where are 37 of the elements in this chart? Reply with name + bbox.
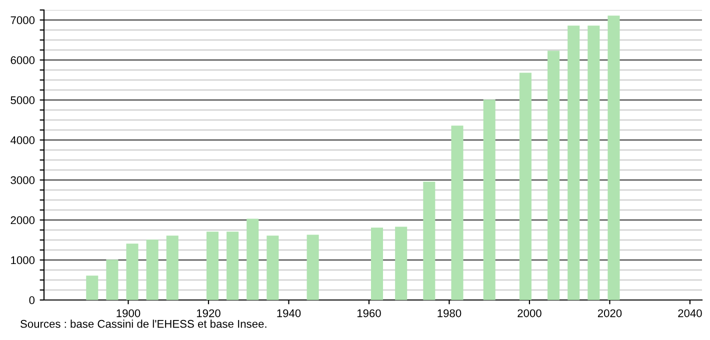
x-tick-label: 2040 — [678, 309, 702, 318]
bar — [548, 50, 560, 300]
bar — [483, 100, 496, 300]
bar — [588, 26, 600, 300]
bar — [206, 232, 219, 300]
x-tick-label: 1940 — [277, 309, 301, 318]
x-tick-label: 1960 — [357, 309, 381, 318]
bar — [126, 244, 138, 300]
bar — [246, 218, 259, 300]
bar — [370, 228, 384, 300]
bar — [423, 182, 436, 300]
y-tick-label: 2000 — [10, 216, 35, 224]
bar — [106, 260, 118, 300]
x-tick-label: 1900 — [116, 309, 140, 318]
x-tick-label: 1980 — [438, 309, 462, 318]
bar — [568, 26, 580, 300]
bar — [306, 234, 319, 300]
x-tick-label: 2000 — [518, 309, 542, 318]
y-tick-label: 7000 — [10, 16, 35, 24]
x-tick-label: 2020 — [598, 309, 622, 318]
bar — [451, 126, 464, 300]
bar — [519, 72, 532, 300]
y-tick-label: 6000 — [10, 56, 35, 64]
bar — [146, 240, 158, 300]
bar — [86, 276, 98, 300]
bar — [395, 226, 408, 300]
y-tick-label: 0 — [29, 296, 35, 304]
bar — [608, 16, 620, 300]
y-tick-label: 3000 — [10, 176, 35, 184]
x-tick-label: 1920 — [196, 309, 220, 318]
y-tick-label: 4000 — [10, 136, 35, 144]
source-note: Sources : base Cassini de l'EHESS et base Insee. — [20, 320, 266, 328]
bar — [166, 236, 178, 300]
bar — [266, 236, 279, 300]
y-tick-label: 5000 — [10, 96, 35, 104]
bar — [226, 232, 239, 300]
y-tick-label: 1000 — [11, 256, 35, 264]
